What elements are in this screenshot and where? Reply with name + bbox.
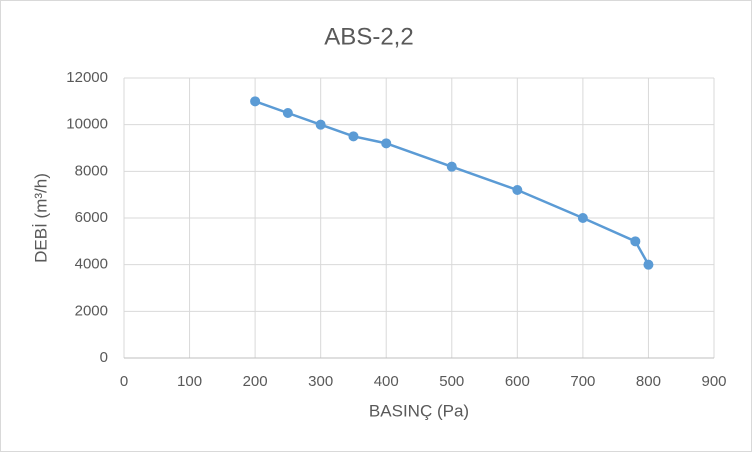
marker [512,185,523,195]
marker [577,213,588,223]
marker [446,161,457,172]
marker [315,119,326,130]
y-tick-label: 4000 [75,256,108,273]
y-tick-label: 10000 [66,116,108,133]
y-tick-label: 2000 [75,302,108,319]
y-tick-label: 12000 [66,69,108,86]
x-tick-label: 100 [177,373,202,390]
x-tick-label: 300 [308,373,333,390]
marker [630,236,641,247]
x-tick-label: 500 [439,373,464,390]
x-tick-label: 900 [701,373,726,390]
x-tick-label: 400 [374,373,399,390]
y-axis-label: DEBİ (m³/h) [31,173,50,263]
line [254,100,650,266]
chart-title: ABS-2,2 [324,23,413,50]
marker [381,138,392,149]
marker [250,96,261,107]
x-tick-label: 700 [570,373,595,390]
x-tick-label: 800 [636,373,661,390]
y-tick-label: 8000 [75,162,108,179]
marker [282,108,293,118]
x-axis-label: BASINÇ (Pa) [369,401,469,420]
marker [348,131,359,142]
x-tick-label: 0 [120,373,128,390]
y-tick-label: 6000 [75,209,108,226]
x-tick-label: 200 [243,373,268,390]
x-tick-label: 600 [505,373,530,390]
y-tick-label: 0 [100,349,108,366]
marker [643,259,654,270]
